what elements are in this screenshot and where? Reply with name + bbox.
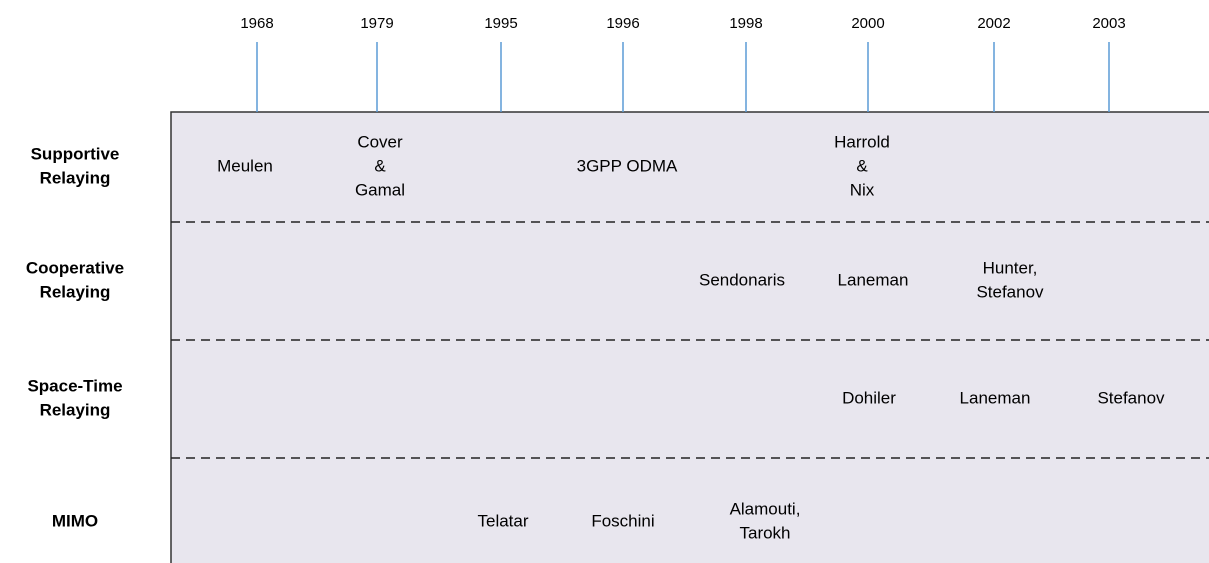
year-label: 1968 (240, 15, 273, 32)
entry: Dohiler (842, 388, 896, 407)
row-label: MIMO (52, 511, 98, 530)
year-label: 1995 (484, 15, 517, 32)
row-label: Supportive (31, 144, 120, 163)
row-label: Relaying (40, 168, 111, 187)
row-label: Relaying (40, 282, 111, 301)
entry: Telatar (477, 511, 528, 530)
entry: Laneman (960, 388, 1031, 407)
entry: Cover (357, 132, 403, 151)
entry: Sendonaris (699, 270, 785, 289)
entry: Stefanov (1097, 388, 1165, 407)
entry: 3GPP ODMA (577, 156, 678, 175)
row-label: Relaying (40, 400, 111, 419)
year-label: 2003 (1092, 15, 1125, 32)
entry: Harrold (834, 132, 890, 151)
year-label: 2000 (851, 15, 884, 32)
entry: Gamal (355, 180, 405, 199)
entry: Tarokh (739, 523, 790, 542)
year-label: 1996 (606, 15, 639, 32)
entry: Hunter, (983, 258, 1038, 277)
entry: Alamouti, (730, 499, 801, 518)
entry: Nix (850, 180, 875, 199)
entry: & (856, 156, 868, 175)
entry: Laneman (838, 270, 909, 289)
entry: Stefanov (976, 282, 1044, 301)
year-label: 1998 (729, 15, 762, 32)
entry: Meulen (217, 156, 273, 175)
timeline-box (170, 111, 1209, 563)
row-label: Cooperative (26, 258, 124, 277)
year-label: 2002 (977, 15, 1010, 32)
year-label: 1979 (360, 15, 393, 32)
row-label: Space-Time (27, 376, 122, 395)
entry: Foschini (591, 511, 654, 530)
entry: & (374, 156, 386, 175)
